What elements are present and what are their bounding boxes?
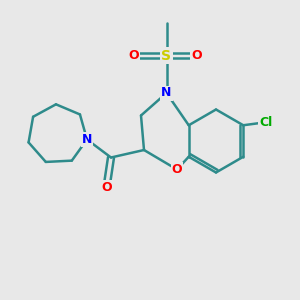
Text: O: O xyxy=(128,49,139,62)
Text: N: N xyxy=(82,133,92,146)
Text: O: O xyxy=(191,49,202,62)
Text: S: S xyxy=(161,49,172,62)
Text: Cl: Cl xyxy=(259,116,272,129)
Text: O: O xyxy=(172,163,182,176)
Text: N: N xyxy=(161,86,172,100)
Text: O: O xyxy=(101,181,112,194)
